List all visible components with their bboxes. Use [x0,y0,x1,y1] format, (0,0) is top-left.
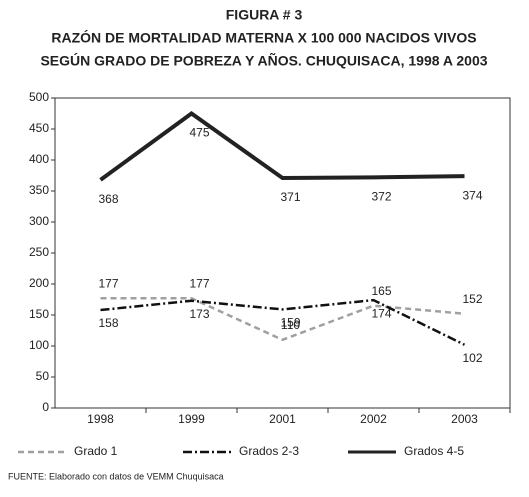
data-label: 110 [281,318,300,332]
data-label: 475 [189,126,209,140]
data-label: 174 [371,306,391,320]
x-tick-label: 2001 [269,412,296,426]
legend-label: Grados 4-5 [404,444,464,458]
source: FUENTE: Elaborado con datos de VEMM Chuq… [8,471,224,481]
data-label: 165 [371,284,391,298]
x-tick-label: 1999 [178,412,205,426]
data-label: 102 [462,351,482,365]
series-line [99,111,465,182]
data-label: 374 [462,188,482,202]
plot-frame [54,97,511,409]
data-label: 372 [371,190,391,204]
y-tick-label: 450 [29,121,49,135]
data-label: 152 [462,292,482,306]
y-tick-label: 50 [36,369,50,383]
x-tick-label: 2002 [360,412,387,426]
y-tick-label: 100 [29,338,49,352]
chart-title: FIGURA # 3 [226,7,303,23]
y-tick-label: 400 [29,152,49,166]
data-label: 173 [189,307,209,321]
legend-label: Grado 1 [74,444,118,458]
x-tick-label: 2003 [451,412,478,426]
data-label: 177 [189,276,209,290]
x-tick-label: 1998 [87,412,114,426]
y-tick-label: 150 [29,307,49,321]
y-tick-label: 250 [29,245,49,259]
y-tick-label: 0 [42,400,49,414]
legend-label: Grados 2-3 [239,444,299,458]
y-tick-label: 300 [29,214,49,228]
y-tick-label: 350 [29,183,49,197]
data-label: 158 [98,316,118,330]
data-label: 159 [280,316,300,330]
y-tick-label: 500 [29,90,49,104]
data-label: 177 [98,276,118,290]
series-line [100,297,465,342]
chart-subtitle: SEGÚN GRADO DE POBREZA Y AÑOS. CHUQUISAC… [40,52,487,69]
data-label: 368 [98,192,118,206]
chart-subtitle: RAZÓN DE MORTALIDAD MATERNA X 100 000 NA… [51,29,476,46]
data-label: 371 [280,190,300,204]
series-line [100,298,466,346]
y-tick-label: 200 [29,276,49,290]
